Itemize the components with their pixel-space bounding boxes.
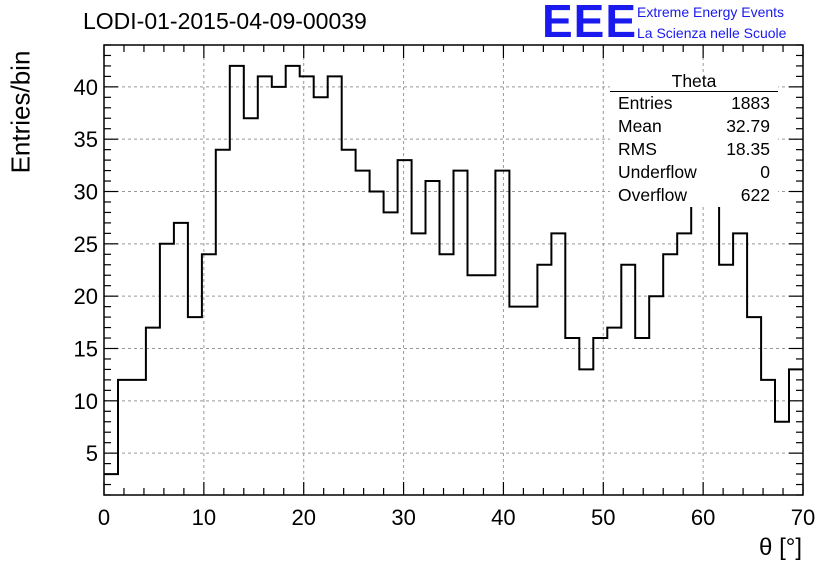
x-tick-label: 0 [98,505,110,530]
histogram-bin [733,233,747,495]
x-tick-label: 60 [691,505,715,530]
histogram-bin [509,307,523,495]
histogram-bin [384,212,398,495]
stats-value: 32.79 [726,115,770,138]
x-tick-label: 20 [291,505,315,530]
histogram-bin [426,181,440,495]
stats-row-overflow: Overflow 622 [610,184,778,207]
histogram-bin [495,171,509,495]
histogram-bin [216,150,230,495]
chart-title: LODI-01-2015-04-09-00039 [83,8,367,35]
logo-subtitle-1: Extreme Energy Events [637,4,784,20]
y-tick-label: 5 [86,441,98,466]
histogram-bin [621,265,635,495]
histogram-bin [202,254,216,495]
histogram-bin [356,171,370,495]
stats-key: Overflow [618,184,687,207]
x-tick-label: 40 [491,505,515,530]
stats-row-underflow: Underflow 0 [610,161,778,184]
logo-mark: EEE [542,0,637,46]
y-tick-label: 10 [74,389,98,414]
histogram-bin [160,244,174,495]
histogram-bin [398,160,412,495]
histogram-bin [342,150,356,495]
histogram-bin [635,338,649,495]
y-tick-label: 40 [74,75,98,100]
histogram-bin [188,317,202,495]
stats-value: 622 [741,184,770,207]
stats-row-rms: RMS 18.35 [610,138,778,161]
histogram-bin [481,275,495,495]
histogram-bin [412,233,426,495]
stats-key: Mean [618,115,662,138]
histogram-bin [174,223,188,495]
histogram-bin [300,76,314,495]
histogram-bin [118,380,132,495]
stats-title: Theta [610,72,778,92]
stats-row-entries: Entries 1883 [610,92,778,115]
histogram-bin [370,192,384,495]
y-tick-label: 35 [74,127,98,152]
stats-box: Theta Entries 1883 Mean 32.79 RMS 18.35 … [610,72,778,207]
y-tick-label: 15 [74,336,98,361]
histogram-bin [258,76,272,495]
y-axis-label: Entries/bin [6,51,37,174]
x-tick-label: 30 [391,505,415,530]
logo-subtitle-2: La Scienza nelle Scuole [637,25,786,41]
histogram-bin [775,422,789,495]
y-tick-label: 30 [74,180,98,205]
stats-key: Underflow [618,161,697,184]
eee-logo: EEE [542,0,636,44]
histogram-bin [649,296,663,495]
histogram-bin [663,254,677,495]
histogram-bin [440,254,454,495]
histogram-bin [705,192,719,495]
histogram-bin [551,233,565,495]
histogram-bin [244,118,258,495]
histogram-bin [272,87,286,495]
histogram-bin [146,328,160,495]
x-axis-label: θ [°] [759,534,802,562]
stats-value: 1883 [731,92,770,115]
histogram-bin [593,338,607,495]
histogram-bin [467,275,481,495]
stats-row-mean: Mean 32.79 [610,115,778,138]
histogram-bin [565,338,579,495]
histogram-bin [230,66,244,495]
histogram-bin [132,380,146,495]
histogram-bin [677,233,691,495]
x-tick-label: 70 [791,505,815,530]
stats-value: 18.35 [726,138,770,161]
histogram-bin [286,66,300,495]
histogram-bin [579,369,593,495]
histogram-bin [761,380,775,495]
stats-key: RMS [618,138,657,161]
y-tick-label: 20 [74,284,98,309]
histogram-bin [454,171,468,495]
x-tick-label: 10 [192,505,216,530]
stats-key: Entries [618,92,672,115]
histogram-bin [719,265,733,495]
x-tick-label: 50 [591,505,615,530]
histogram-bin [747,317,761,495]
stats-value: 0 [760,161,770,184]
histogram-bin [537,265,551,495]
histogram-bin [607,328,621,495]
y-tick-label: 25 [74,232,98,257]
